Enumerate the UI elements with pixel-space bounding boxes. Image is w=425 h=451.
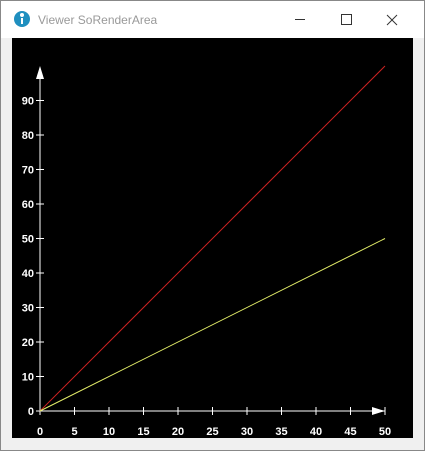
line-chart: 0 5 10 15 20 25 30 35 40 45 50 0 10 20 30 40 50 60 70 80 90 <box>22 65 391 438</box>
close-icon <box>386 14 398 25</box>
x-tick-label: 45 <box>344 426 356 438</box>
render-area[interactable]: 0 5 10 15 20 25 30 35 40 45 50 0 10 20 30 40 50 60 70 80 90 <box>12 38 413 438</box>
x-tick-label: 25 <box>206 426 218 438</box>
x-tick-label: 30 <box>241 426 253 438</box>
maximize-icon <box>340 14 352 25</box>
y-tick-label: 40 <box>22 268 34 280</box>
y-tick-label: 20 <box>22 337 34 349</box>
x-tick-label: 20 <box>172 426 184 438</box>
x-tick-label: 15 <box>137 426 149 438</box>
y-tick-label: 10 <box>22 372 34 384</box>
x-tick-label: 10 <box>103 426 115 438</box>
series-line-2 <box>39 238 386 412</box>
x-axis-arrow-icon <box>372 407 385 415</box>
y-tick-label: 30 <box>22 303 34 315</box>
x-tick-label: 40 <box>310 426 322 438</box>
y-axis-arrow-icon <box>36 66 44 79</box>
y-tick-label: 80 <box>22 130 34 142</box>
x-tick-label: 0 <box>37 426 43 438</box>
y-tick-label: 50 <box>22 234 34 246</box>
minimize-icon <box>295 19 305 20</box>
x-tick-label: 50 <box>379 426 391 438</box>
title-bar[interactable]: Viewer SoRenderArea <box>1 1 424 38</box>
y-tick-label: 70 <box>22 165 34 177</box>
y-tick-label: 90 <box>22 96 34 108</box>
window-title: Viewer SoRenderArea <box>38 13 158 27</box>
close-button[interactable] <box>369 1 415 38</box>
y-tick-label: 0 <box>28 406 34 418</box>
y-tick-label: 60 <box>22 199 34 211</box>
series-line-1 <box>39 65 386 412</box>
x-tick-label: 5 <box>71 426 77 438</box>
app-icon <box>14 11 30 27</box>
minimize-button[interactable] <box>277 1 323 38</box>
maximize-button[interactable] <box>323 1 369 38</box>
x-tick-label: 35 <box>275 426 287 438</box>
